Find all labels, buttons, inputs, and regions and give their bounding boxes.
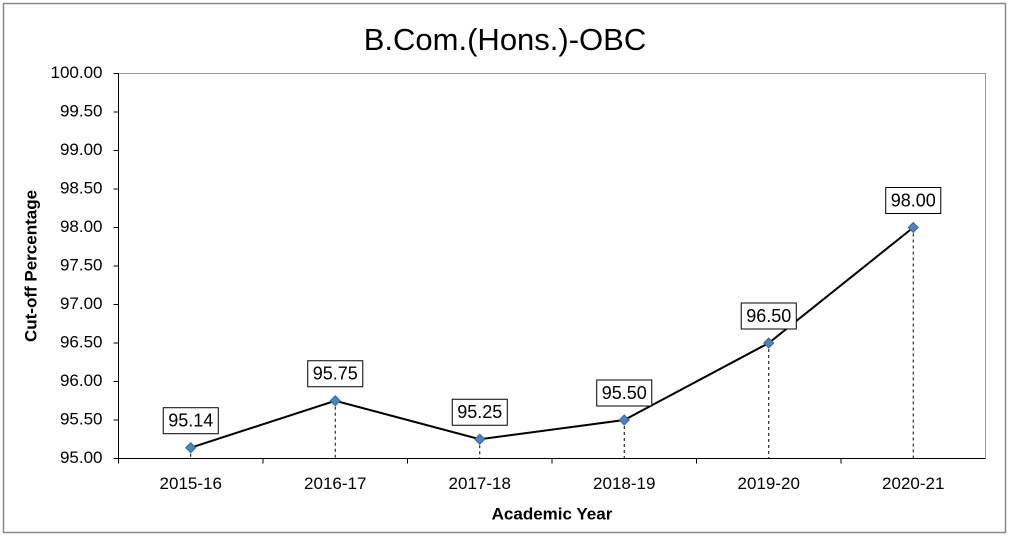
y-tick-label: 97.50 [60, 255, 103, 274]
marker [329, 395, 341, 407]
x-tick-label: 2019-20 [738, 474, 800, 493]
y-axis-title: Cut-off Percentage [21, 190, 40, 342]
chart-border [2, 2, 1007, 534]
y-tick-label: 96.00 [60, 371, 103, 390]
x-tick-label: 2016-17 [304, 474, 366, 493]
y-tick-label: 98.00 [60, 217, 103, 236]
marker [185, 442, 197, 454]
y-tick-label: 99.50 [60, 101, 103, 120]
x-tick-label: 2020-21 [882, 474, 944, 493]
value-label: 95.14 [168, 410, 213, 430]
x-tick-label: 2018-19 [593, 474, 655, 493]
y-tick-label: 100.00 [51, 63, 103, 82]
marker [474, 433, 486, 445]
y-tick-label: 96.50 [60, 332, 103, 351]
y-tick-label: 95.00 [60, 448, 103, 467]
value-label-box [162, 407, 219, 435]
value-label: 95.75 [313, 364, 358, 384]
value-label-box [885, 187, 942, 214]
marker [763, 337, 775, 349]
x-axis-title: Academic Year [492, 504, 613, 523]
chart-title: B.Com.(Hons.)-OBC [364, 22, 646, 57]
y-tick-label: 95.50 [60, 409, 103, 428]
value-label: 98.00 [891, 190, 936, 210]
value-label-box [596, 379, 653, 407]
value-label-box [740, 302, 797, 330]
x-tick-label: 2015-16 [160, 474, 222, 493]
x-tick-label: 2017-18 [449, 474, 511, 493]
value-label: 95.50 [602, 383, 647, 403]
value-label: 95.25 [457, 402, 502, 422]
y-tick-label: 97.00 [60, 294, 103, 313]
marker [618, 414, 630, 426]
value-label-box [451, 398, 508, 426]
value-label: 96.50 [746, 306, 791, 326]
value-label-box [307, 360, 364, 388]
marker [907, 221, 919, 234]
y-tick-label: 98.50 [60, 178, 103, 197]
y-tick-label: 99.00 [60, 140, 103, 159]
